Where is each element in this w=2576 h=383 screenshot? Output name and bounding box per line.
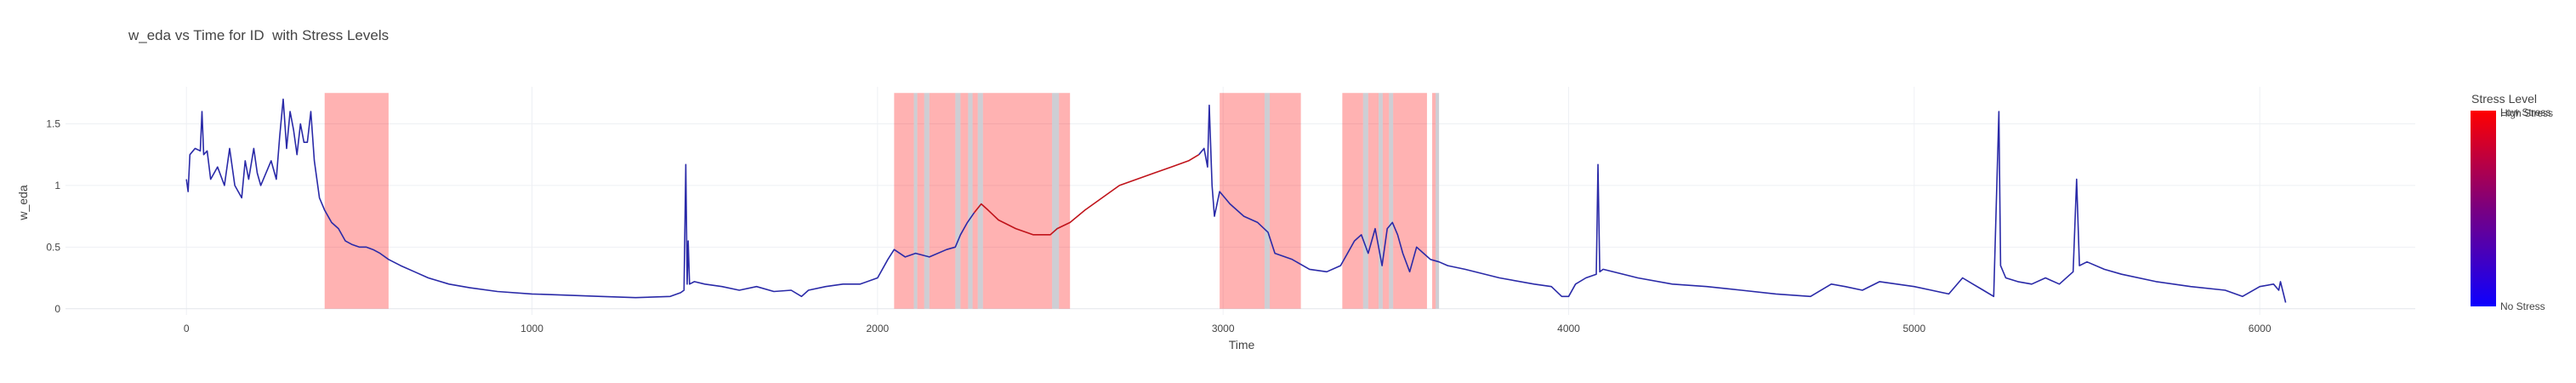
- gray-region: [1052, 93, 1060, 309]
- stress-region: [1382, 93, 1390, 309]
- stress-region: [982, 93, 1053, 309]
- y-tick-label: 1.5: [46, 117, 60, 129]
- stress-region: [929, 93, 956, 309]
- colorbar-low-label: No Stress: [2500, 300, 2545, 312]
- stress-region: [1270, 93, 1301, 309]
- gray-region: [968, 93, 973, 309]
- tick-layer: 0 1000 2000 3000 4000 5000 6000 0 0.5 1 1.5: [46, 117, 2272, 334]
- series-line-0: [185, 98, 975, 299]
- grid-layer: [65, 87, 2415, 315]
- stress-region: [1342, 93, 1363, 309]
- gray-region: [913, 93, 918, 309]
- stress-region: [960, 93, 969, 309]
- colorbar-high-label-1: Low Stress: [2500, 106, 2550, 118]
- y-tick-label: 1: [54, 180, 60, 192]
- colorbar-high-label-2: High Stress: [2500, 107, 2553, 119]
- stress-region: [324, 93, 389, 309]
- stress-region: [1393, 93, 1427, 309]
- stress-region: [894, 93, 914, 309]
- gray-region: [1436, 93, 1440, 309]
- gray-region: [1264, 93, 1271, 309]
- colorbar-gradient: [2471, 111, 2496, 306]
- y-tick-label: 0: [54, 303, 60, 315]
- gray-region: [955, 93, 961, 309]
- y-tick-label: 0.5: [46, 241, 60, 253]
- stress-region: [1432, 93, 1436, 309]
- gray-region: [1379, 93, 1383, 309]
- gray-region: [977, 93, 983, 309]
- stress-region: [972, 93, 978, 309]
- line-layer: [185, 98, 2287, 303]
- x-axis-title: Time: [1229, 338, 1255, 352]
- x-tick-label: 5000: [1902, 323, 1925, 334]
- x-tick-label: 4000: [1557, 323, 1580, 334]
- stress-region-layer: [324, 93, 1440, 309]
- colorbar-title: Stress Level: [2471, 92, 2537, 106]
- colorbar: Stress Level No Stress Low Stress High S…: [2471, 92, 2553, 312]
- x-tick-label: 0: [184, 323, 190, 334]
- gray-region: [1389, 93, 1394, 309]
- x-tick-label: 3000: [1212, 323, 1235, 334]
- x-tick-label: 1000: [520, 323, 543, 334]
- stress-region: [917, 93, 924, 309]
- chart-title: w_eda vs Time for ID with Stress Levels: [128, 27, 390, 43]
- stress-region: [1220, 93, 1265, 309]
- series-line-2: [1198, 104, 2287, 303]
- stress-region: [1368, 93, 1379, 309]
- series-line-1: [973, 154, 1200, 236]
- gray-region: [1362, 93, 1368, 309]
- x-tick-label: 2000: [867, 323, 890, 334]
- gray-region: [924, 93, 930, 309]
- x-tick-label: 6000: [2249, 323, 2272, 334]
- y-axis-title: w_eda: [16, 185, 30, 220]
- stress-region: [1059, 93, 1071, 309]
